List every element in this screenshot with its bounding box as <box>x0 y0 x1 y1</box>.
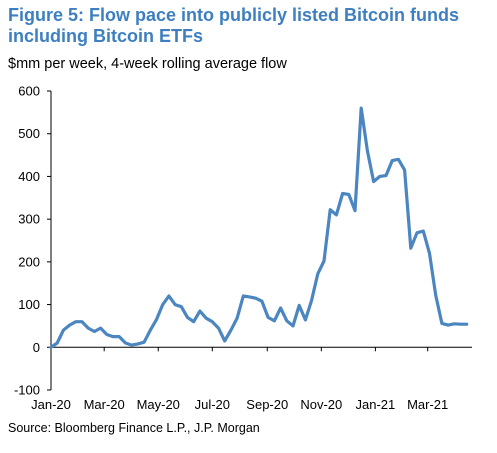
data-point <box>80 320 84 323</box>
data-point <box>155 318 158 321</box>
y-tick-label: 200 <box>18 254 40 269</box>
data-point <box>397 158 400 161</box>
data-point <box>310 299 313 302</box>
data-point <box>378 175 382 178</box>
data-point <box>403 168 406 172</box>
x-tick-label: May-20 <box>137 397 180 412</box>
data-point <box>415 231 419 235</box>
data-point <box>217 326 220 330</box>
chart-title: Figure 5: Flow pace into publicly listed… <box>8 5 460 46</box>
x-tick-label: Nov-20 <box>300 397 342 412</box>
data-point <box>242 294 245 298</box>
data-point <box>142 340 146 344</box>
data-point <box>366 149 369 152</box>
data-point <box>204 317 208 320</box>
data-point <box>99 326 102 330</box>
data-point <box>211 320 214 323</box>
data-point <box>56 341 59 345</box>
data-point <box>62 329 65 332</box>
series-line <box>49 106 469 349</box>
data-point <box>93 330 96 333</box>
y-tick-label: 600 <box>18 84 40 99</box>
data-point <box>453 322 456 325</box>
data-point <box>291 324 295 328</box>
data-point <box>347 193 351 196</box>
data-point <box>297 304 301 307</box>
data-point <box>87 326 90 330</box>
data-point <box>459 323 462 326</box>
data-point <box>186 316 189 319</box>
x-tick-label: Jan-21 <box>356 397 396 412</box>
y-tick-label: 400 <box>18 169 40 184</box>
data-point <box>409 246 413 250</box>
data-point <box>341 192 344 195</box>
data-point <box>391 159 394 162</box>
data-point <box>304 318 307 322</box>
data-point <box>434 293 437 297</box>
data-point <box>422 229 425 233</box>
data-point <box>136 342 140 346</box>
data-point <box>285 319 288 323</box>
data-point <box>180 305 183 308</box>
data-point <box>266 316 270 319</box>
data-point <box>130 343 133 347</box>
data-point <box>260 299 264 303</box>
y-tick-label: 100 <box>18 297 40 312</box>
data-point <box>68 323 71 327</box>
data-point <box>322 259 326 263</box>
data-point <box>372 180 375 183</box>
data-point <box>440 322 444 325</box>
data-point <box>105 333 109 336</box>
data-point <box>198 309 202 313</box>
x-tick-label: Jan-20 <box>31 397 71 412</box>
chart-subtitle: $mm per week, 4-week rolling average flo… <box>8 56 287 72</box>
data-point <box>235 317 239 320</box>
data-point <box>229 329 233 332</box>
data-point <box>360 106 363 110</box>
data-point <box>192 320 195 323</box>
y-tick-label: 500 <box>18 126 40 141</box>
data-point <box>353 209 357 212</box>
data-point <box>149 329 152 332</box>
x-tick-label: Sep-20 <box>246 397 288 412</box>
data-point <box>254 296 257 300</box>
data-point <box>465 323 468 326</box>
data-point <box>273 319 276 323</box>
data-point <box>384 174 388 177</box>
data-point <box>446 323 450 327</box>
data-point <box>124 341 127 345</box>
data-point <box>49 346 53 349</box>
x-tick-label: Jul-20 <box>195 397 230 412</box>
data-point <box>428 252 431 255</box>
x-tick-label: Mar-21 <box>407 397 448 412</box>
data-point <box>335 213 338 217</box>
data-point <box>248 295 251 299</box>
series-group <box>49 106 469 349</box>
data-point <box>118 335 121 338</box>
x-axis-ticks: Jan-20 Mar-20 May-20 Jul-20 Sep-20 Nov-20 Jan-… <box>31 347 448 412</box>
data-point <box>316 272 319 276</box>
data-point <box>74 320 78 323</box>
y-tick-label: 300 <box>18 212 40 227</box>
data-point <box>167 294 171 298</box>
y-axis-ticks: -100 0 100 200 300 400 500 600 <box>14 84 51 398</box>
x-tick-label: Mar-20 <box>84 397 125 412</box>
chart-axes <box>50 91 472 390</box>
data-point <box>328 208 332 211</box>
y-tick-label: -100 <box>14 383 40 398</box>
chart-source: Source: Bloomberg Finance L.P., J.P. Mor… <box>8 421 260 435</box>
data-point <box>279 306 282 310</box>
data-point <box>111 335 115 338</box>
data-point <box>173 303 177 306</box>
data-point <box>223 339 226 343</box>
y-tick-label: 0 <box>33 340 40 355</box>
data-point <box>161 303 164 306</box>
